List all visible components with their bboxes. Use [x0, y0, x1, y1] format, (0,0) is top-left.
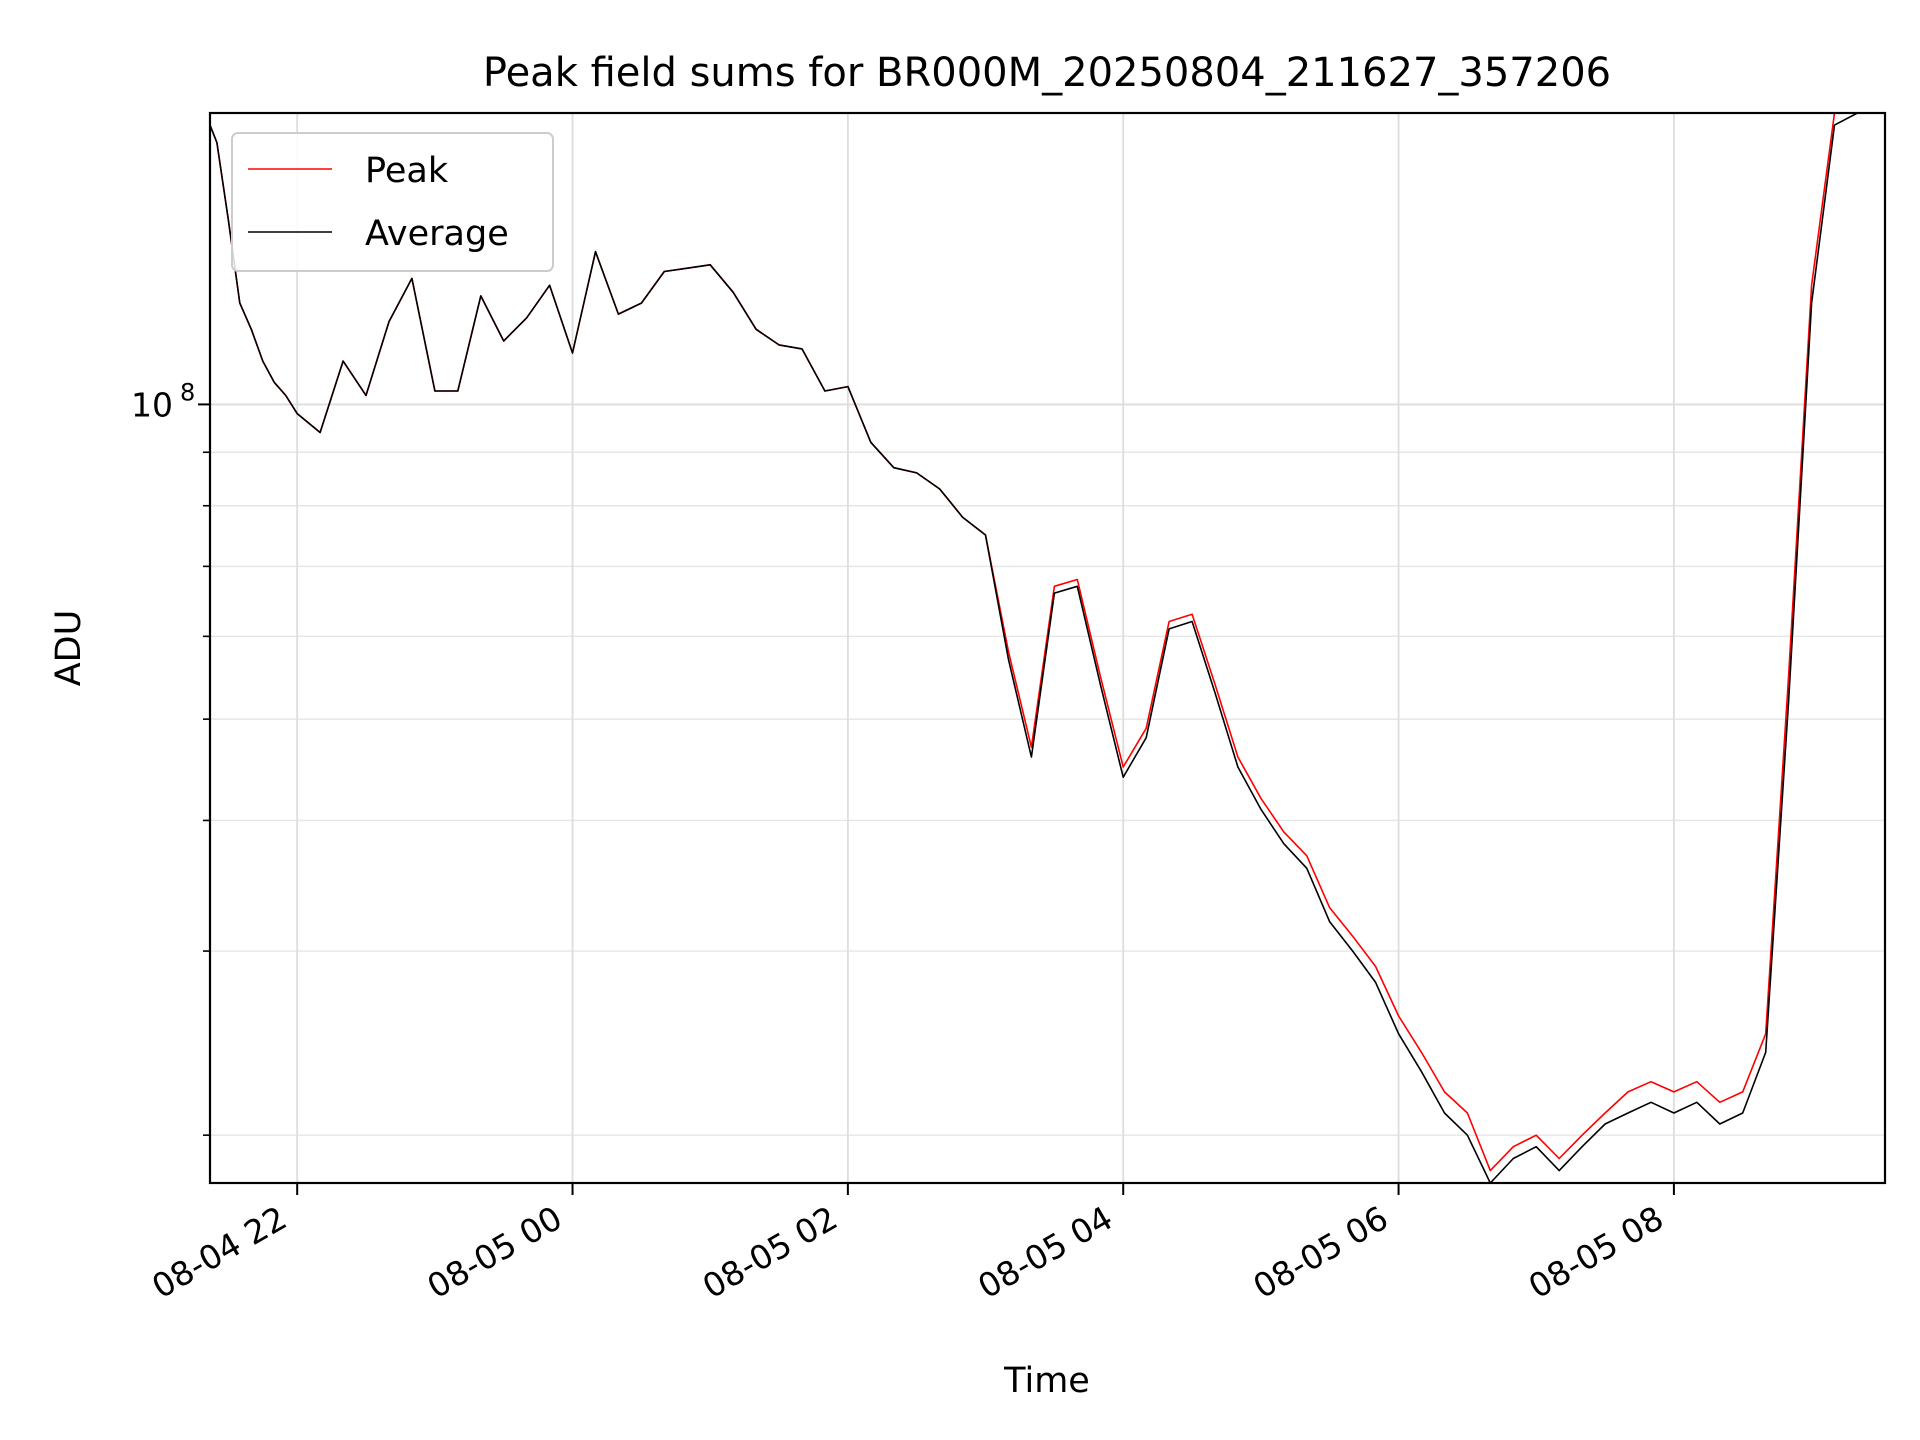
legend-box: [231, 132, 554, 272]
series-line-average: [210, 113, 1869, 1183]
plot-area-frame: [208, 111, 1887, 1185]
series-lines: [210, 113, 1869, 1183]
y-axis-label: ADU: [49, 610, 89, 687]
grid: [210, 113, 1885, 1183]
y-axis-ticks: 10 8: [131, 378, 210, 1136]
y-tick-label-exponent: 8: [180, 378, 195, 406]
legend: Peak Average: [231, 132, 554, 272]
y-tick-label: 10: [131, 385, 173, 424]
legend-label-peak: Peak: [365, 151, 449, 191]
x-axis-label: Time: [1003, 1361, 1090, 1401]
chart-title: Peak field sums for BR000M_20250804_2116…: [483, 50, 1611, 96]
legend-label-average: Average: [365, 214, 509, 254]
